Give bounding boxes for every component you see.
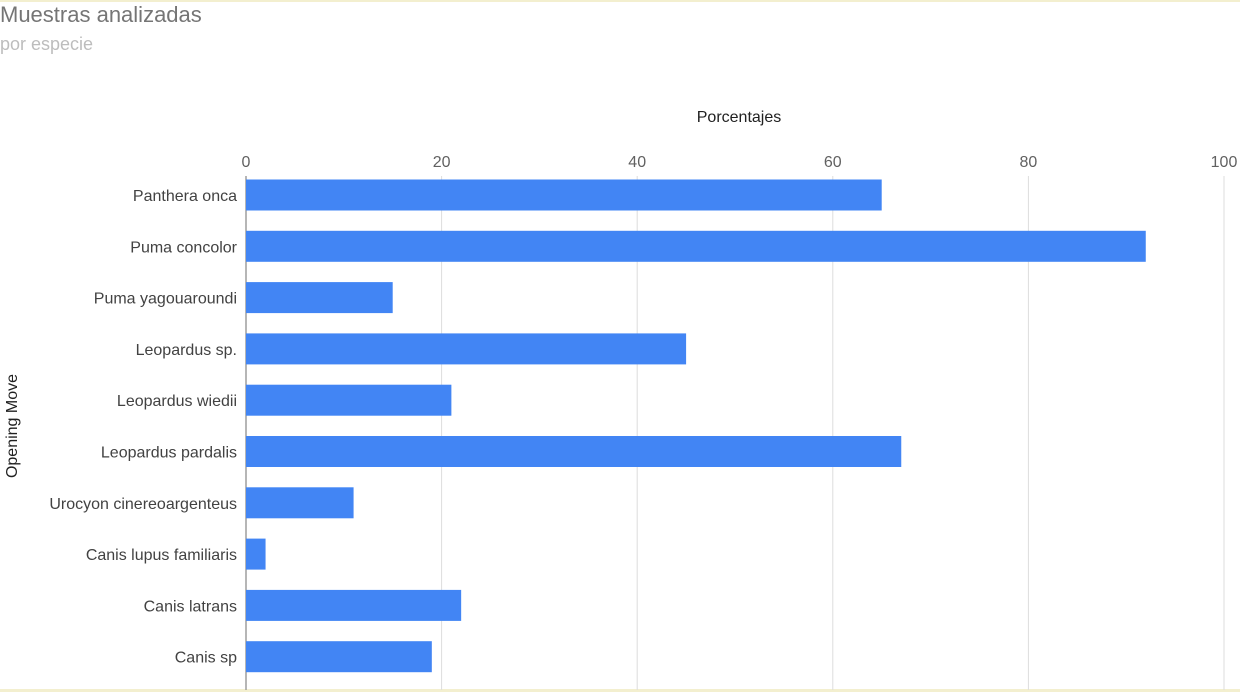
chart-subtitle: por especie xyxy=(0,34,94,54)
bar xyxy=(246,384,452,416)
category-labels: Panthera onca Puma concolor Puma yagouarou… xyxy=(49,188,237,667)
x-tick-labels: 0 20 40 60 80 100 xyxy=(242,154,1238,171)
category-label: Panthera onca xyxy=(133,188,237,205)
category-label: Puma concolor xyxy=(130,239,237,256)
x-axis-title: Porcentajes xyxy=(697,109,782,126)
bar xyxy=(246,589,462,621)
bar xyxy=(246,333,687,365)
category-label: Leopardus wiedii xyxy=(117,393,237,410)
x-tick-label: 80 xyxy=(1020,154,1038,171)
bar xyxy=(246,179,882,211)
category-label: Canis sp xyxy=(175,650,237,667)
category-label: Canis latrans xyxy=(144,598,237,615)
bar xyxy=(246,282,393,314)
x-tick-label: 40 xyxy=(628,154,646,171)
bar xyxy=(246,487,354,519)
bar xyxy=(246,538,266,570)
bar xyxy=(246,641,432,673)
category-label: Leopardus pardalis xyxy=(101,445,237,462)
x-tick-label: 60 xyxy=(824,154,842,171)
bar xyxy=(246,436,902,467)
y-axis-title: Opening Move xyxy=(4,374,21,478)
x-tick-label: 20 xyxy=(433,154,451,171)
bars xyxy=(246,179,1146,673)
x-tick-label: 100 xyxy=(1211,154,1238,171)
bar xyxy=(246,230,1146,262)
chart-title: Muestras analizadas xyxy=(0,2,202,27)
category-label: Canis lupus familiaris xyxy=(86,547,237,564)
x-tick-label: 0 xyxy=(242,154,251,171)
category-label: Leopardus sp. xyxy=(136,342,237,359)
category-label: Urocyon cinereoargenteus xyxy=(49,496,237,513)
category-label: Puma yagouaroundi xyxy=(94,291,237,308)
